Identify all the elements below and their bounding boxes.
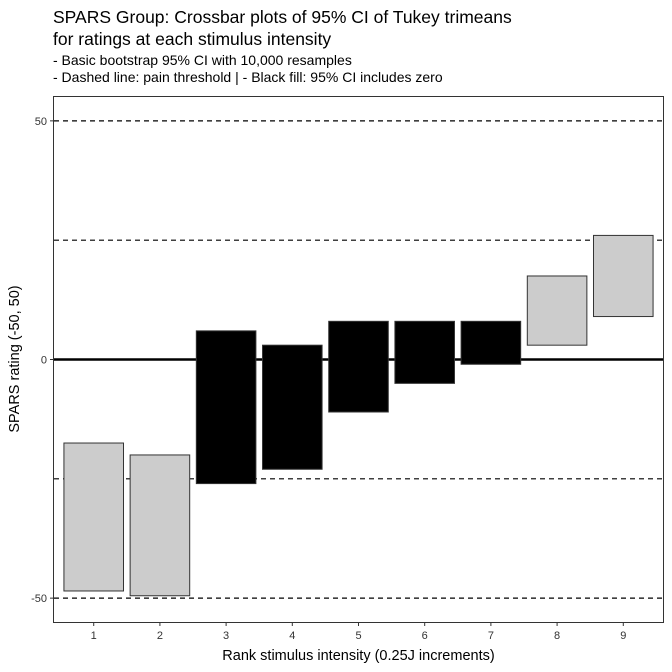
x-tick-label: 3 bbox=[223, 630, 229, 642]
y-axis-title: SPARS rating (-50, 50) bbox=[7, 285, 23, 432]
x-tick-label: 7 bbox=[488, 630, 494, 642]
crossbar-5 bbox=[328, 320, 389, 413]
crossbar-8 bbox=[526, 275, 588, 346]
chart-title: SPARS Group: Crossbar plots of 95% CI of… bbox=[53, 6, 512, 50]
x-tick-label: 8 bbox=[554, 630, 560, 642]
chart-subtitle-line-1: - Basic bootstrap 95% CI with 10,000 res… bbox=[53, 52, 352, 68]
chart-title-line-2: for ratings at each stimulus intensity bbox=[53, 29, 332, 49]
chart-subtitle: - Basic bootstrap 95% CI with 10,000 res… bbox=[53, 52, 443, 86]
x-tick-label: 6 bbox=[422, 630, 428, 642]
y-axis: -50 0 50 bbox=[31, 116, 54, 605]
crossbar-4 bbox=[262, 344, 323, 470]
x-tick-label: 9 bbox=[620, 630, 626, 642]
crossbar-6 bbox=[394, 320, 455, 384]
crossbar-1 bbox=[63, 442, 125, 592]
chart-title-line-1: SPARS Group: Crossbar plots of 95% CI of… bbox=[53, 7, 512, 27]
x-tick-label: 2 bbox=[157, 630, 163, 642]
chart-subtitle-line-2: - Dashed line: pain threshold | - Black … bbox=[53, 69, 443, 85]
x-tick-label: 5 bbox=[355, 630, 361, 642]
crossbars bbox=[63, 234, 654, 597]
crossbar-3 bbox=[195, 330, 257, 485]
x-axis: 1 2 3 4 5 6 7 8 9 bbox=[91, 622, 626, 642]
x-tick-label: 1 bbox=[91, 630, 97, 642]
x-tick-label: 4 bbox=[289, 630, 295, 642]
crossbar-9 bbox=[592, 234, 654, 318]
y-tick-label: 0 bbox=[41, 355, 47, 367]
crossbar-2 bbox=[129, 454, 191, 597]
y-tick-label: -50 bbox=[31, 593, 47, 605]
crossbar-7 bbox=[460, 320, 522, 365]
x-axis-title: Rank stimulus intensity (0.25J increment… bbox=[222, 648, 494, 664]
y-tick-label: 50 bbox=[35, 116, 47, 128]
